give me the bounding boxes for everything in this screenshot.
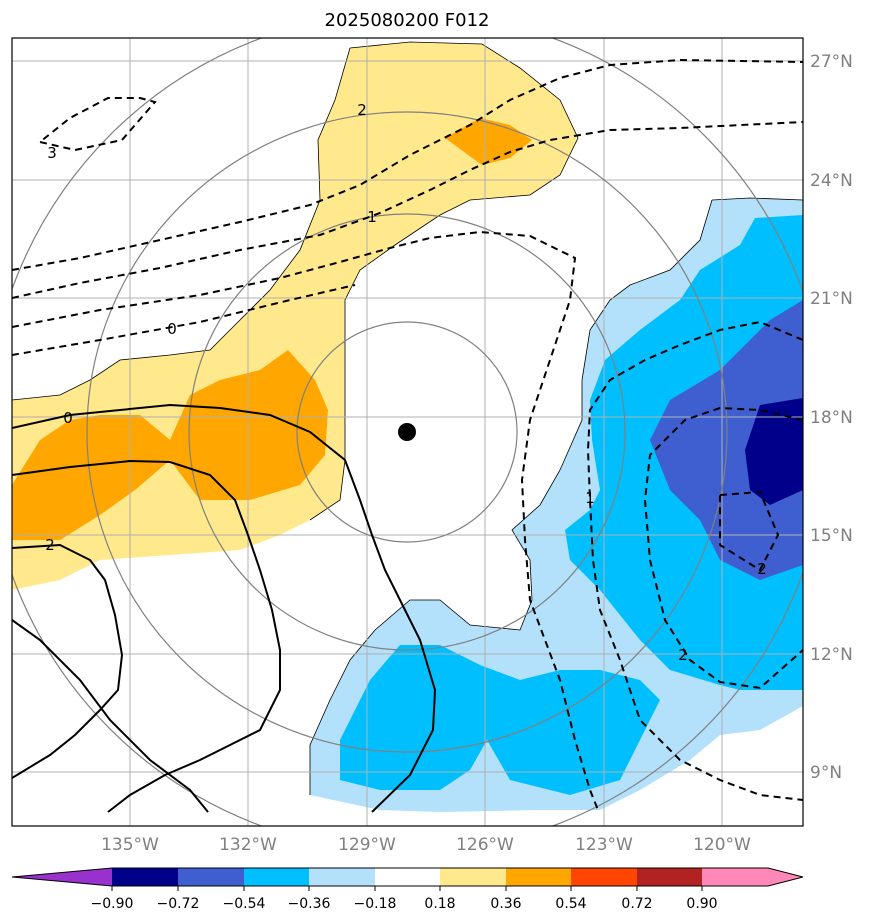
contour-label: 2 (357, 101, 367, 119)
contour-label: 3 (47, 144, 57, 162)
colorbar-tick-label: −0.72 (157, 896, 200, 912)
colorbar-tick-label: 0.54 (555, 896, 586, 912)
dashed-contours (12, 38, 803, 811)
lon-label: 126°W (456, 835, 514, 855)
colorbar-segment (112, 868, 178, 886)
storm-center-marker (398, 423, 416, 441)
colorbar-tick-label: −0.90 (91, 896, 134, 912)
colorbar-tick-label: −0.54 (223, 896, 266, 912)
colorbar-segment (309, 868, 375, 886)
lat-label: 9°N (810, 763, 842, 783)
positive-strong-anomaly-fill (12, 118, 532, 540)
colorbar-segment (702, 868, 768, 886)
colorbar-tick-label: 0.90 (686, 896, 717, 912)
contour-label: 0 (167, 320, 177, 338)
negative-extreme-anomaly-fill (745, 398, 803, 505)
colorbar-segment (244, 868, 309, 886)
colorbar-tick-label: 0.36 (490, 896, 521, 912)
colorbar-segment (637, 868, 702, 886)
lat-lon-grid (12, 38, 803, 826)
map-area: 2 1 0 3 1 2 2 0 2 (12, 38, 803, 826)
lon-label: 129°W (338, 835, 396, 855)
lat-label: 12°N (810, 645, 853, 665)
colorbar-tick-label: −0.18 (354, 896, 397, 912)
contour-label: 2 (45, 536, 55, 554)
lon-label: 123°W (575, 835, 633, 855)
lat-label: 24°N (810, 171, 853, 191)
lon-label: 132°W (219, 835, 277, 855)
colorbar-segment (178, 868, 244, 886)
colorbar-segment (375, 868, 440, 886)
longitude-labels: 135°W 132°W 129°W 126°W 123°W 120°W (101, 835, 751, 855)
latitude-labels: 27°N 24°N 21°N 18°N 15°N 12°N 9°N (810, 52, 853, 783)
solid-contours (12, 403, 437, 813)
colorbar-segment (506, 868, 571, 886)
contour-label: 1 (585, 489, 595, 507)
contour-label: 2 (678, 646, 688, 664)
contour-label: 2 (757, 560, 767, 578)
lon-label: 135°W (101, 835, 159, 855)
colorbar-tick-label: 0.18 (424, 896, 455, 912)
contour-label: 0 (63, 409, 73, 427)
lat-label: 27°N (810, 52, 853, 72)
colorbar-tick-label: 0.72 (621, 896, 652, 912)
colorbar: −0.90 −0.72 −0.54 −0.36 −0.18 0.18 0.36 … (11, 867, 804, 912)
map-frame (11, 37, 804, 827)
lat-label: 15°N (810, 526, 853, 546)
map-title: 2025080200 F012 (325, 10, 490, 31)
lon-label: 120°W (693, 835, 751, 855)
colorbar-segment (571, 868, 637, 886)
colorbar-segment (440, 868, 506, 886)
range-rings (12, 38, 803, 826)
colorbar-tick-label: −0.36 (288, 896, 331, 912)
colorbar-extend-low (12, 868, 112, 886)
lat-label: 18°N (810, 408, 853, 428)
contour-labels: 2 1 0 3 1 2 2 0 2 (45, 101, 767, 664)
lat-label: 21°N (810, 289, 853, 309)
colorbar-extend-high (768, 868, 803, 886)
contour-label: 1 (367, 208, 377, 226)
